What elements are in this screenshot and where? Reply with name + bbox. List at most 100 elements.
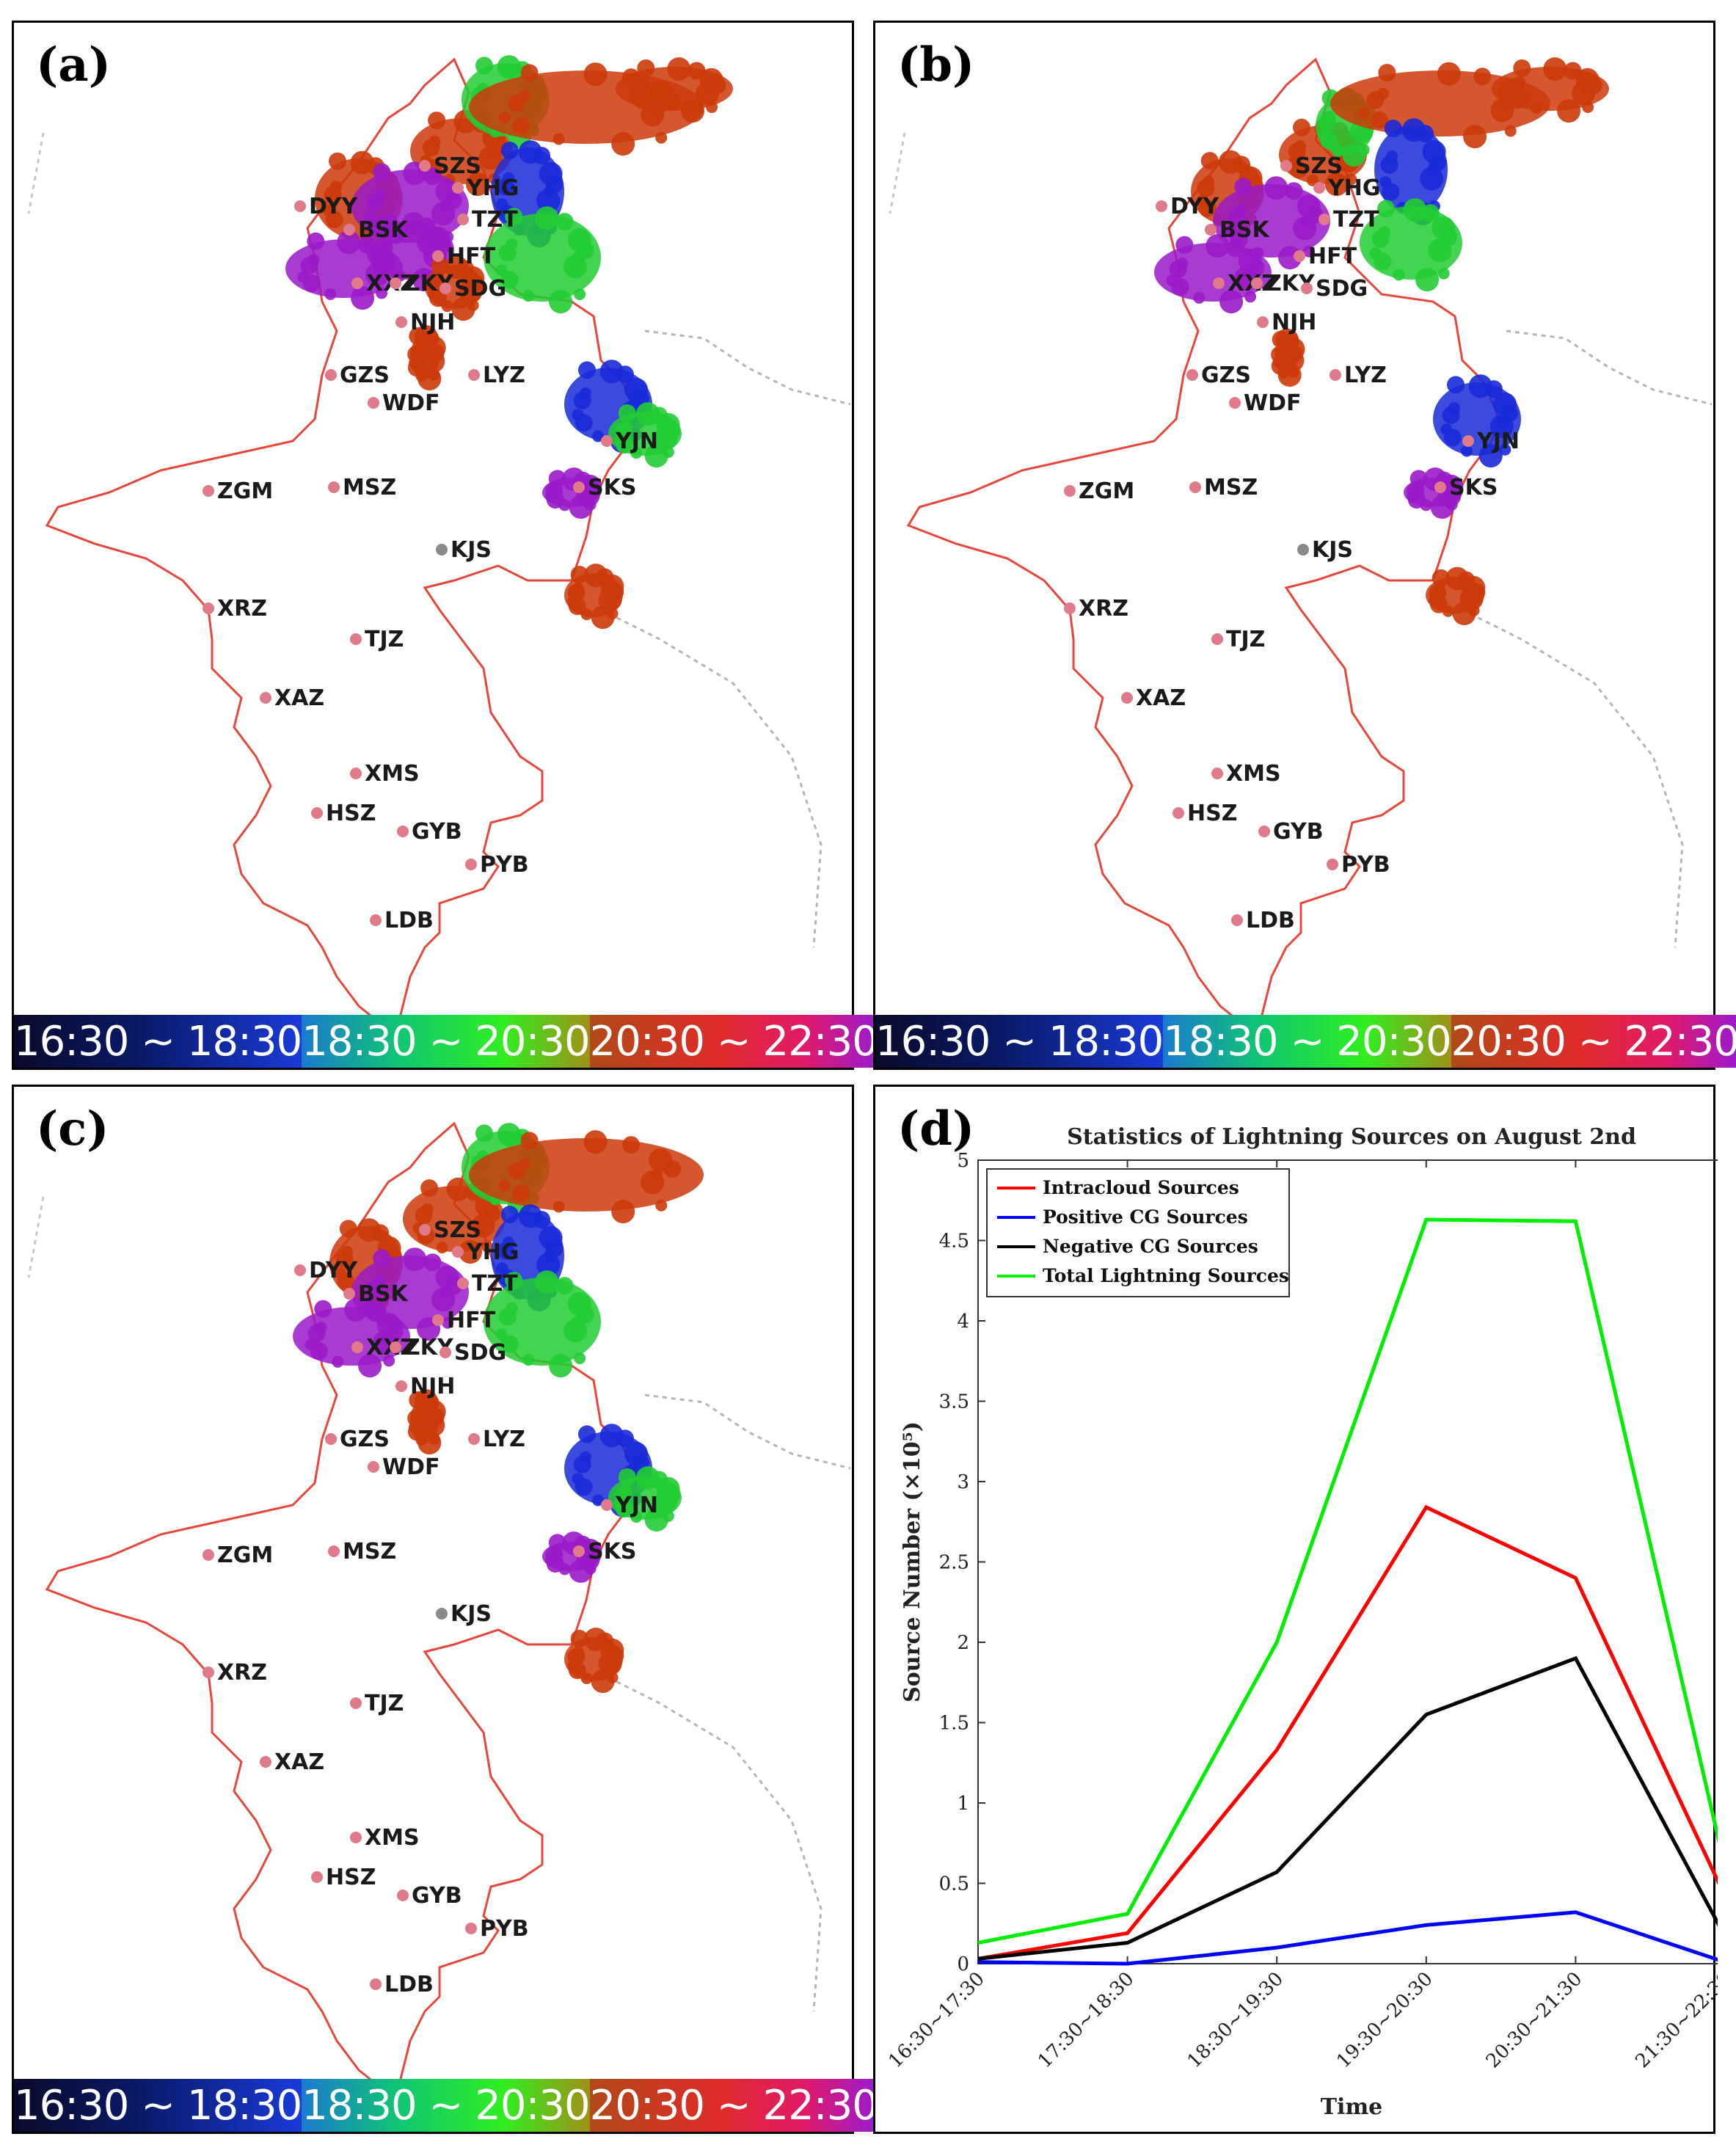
y-tick-label: 1 xyxy=(957,1793,969,1815)
station-label: LYZ xyxy=(483,1427,525,1452)
station-tjz: TJZ xyxy=(1211,627,1265,652)
station-label: LYZ xyxy=(483,363,525,388)
station-label: HFT xyxy=(1308,244,1357,269)
panel-d-label: (d) xyxy=(897,1101,975,1156)
station-label: TZT xyxy=(472,207,518,233)
station-label: DYY xyxy=(1170,194,1219,219)
colorbar-seg-3: 20:30 ~ 22:30 xyxy=(589,1015,878,1068)
station-hsz: HSZ xyxy=(311,1865,376,1890)
station-xaz: XAZ xyxy=(1121,685,1186,711)
station-gyb: GYB xyxy=(1258,819,1324,845)
station-label: BSK xyxy=(358,217,409,243)
chart-title: Statistics of Lightning Sources on Augus… xyxy=(1067,1124,1636,1150)
lightning-cluster xyxy=(608,1466,682,1532)
neighbour-boundary xyxy=(1462,608,1684,948)
station-xrz: XRZ xyxy=(1064,596,1128,622)
map-a: SZSYHGDYYBSKTZTHFTXXZZKYSDGNJHGZSLYZWDFY… xyxy=(27,55,851,1038)
station-hft: HFT xyxy=(1294,244,1357,269)
station-label: BSK xyxy=(358,1281,409,1307)
station-gzs: GZS xyxy=(325,363,390,388)
neighbour-boundary xyxy=(600,1672,823,2012)
station-label: SZS xyxy=(1295,153,1343,179)
station-label: WDF xyxy=(382,1454,440,1480)
station-ldb: LDB xyxy=(370,908,434,933)
station-label: HSZ xyxy=(1187,801,1237,826)
panel-a-label: (a) xyxy=(36,37,112,92)
station-label: LDB xyxy=(1246,908,1295,933)
station-label: XMS xyxy=(1226,761,1281,787)
station-label: HSZ xyxy=(326,1865,376,1890)
station-label: KJS xyxy=(451,537,492,563)
station-label: DYY xyxy=(309,194,358,219)
station-label: TJZ xyxy=(365,627,404,652)
y-tick-label: 1.5 xyxy=(939,1713,969,1735)
station-label: GZS xyxy=(340,363,390,388)
panel-c: SZSYHGDYYBSKTZTHFTXXZZKYSDGNJHGZSLYZWDFY… xyxy=(12,1085,878,2134)
station-msz: MSZ xyxy=(1189,475,1258,500)
time-colorbar-a: 16:30 ~ 18:30 18:30 ~ 20:30 20:30 ~ 22:3… xyxy=(14,1015,878,1068)
station-kjs: KJS xyxy=(1297,537,1353,563)
station-gyb: GYB xyxy=(397,1883,462,1909)
station-label: KJS xyxy=(1312,537,1353,563)
station-label: XMS xyxy=(365,761,420,787)
series-line-negative-cg-sources xyxy=(977,1655,1718,1961)
lightning-cluster xyxy=(1360,198,1462,292)
x-tick-label: 21:30~22:30 xyxy=(1631,1968,1718,2073)
panel-b: SZSYHGDYYBSKTZTHFTXXZZKYSDGNJHGZSLYZWDFY… xyxy=(873,21,1736,1070)
station-label: GZS xyxy=(340,1427,390,1452)
station-label: SDG xyxy=(454,1340,506,1366)
station-label: HFT xyxy=(447,244,496,269)
station-yjn: YJN xyxy=(601,1493,658,1518)
station-xaz: XAZ xyxy=(260,685,324,711)
panel-c-label: (c) xyxy=(36,1101,109,1156)
lightning-cluster xyxy=(484,1270,601,1378)
station-label: LDB xyxy=(384,908,434,933)
lightning-cluster xyxy=(407,1389,446,1455)
neighbour-boundary xyxy=(27,1196,45,1278)
lightning-cluster xyxy=(403,1177,506,1264)
station-label: SKS xyxy=(588,475,636,500)
time-colorbar-c: 16:30 ~ 18:30 18:30 ~ 20:30 20:30 ~ 22:3… xyxy=(14,2079,878,2132)
station-sks: SKS xyxy=(1434,475,1498,500)
station-label: MSZ xyxy=(343,475,396,500)
station-label: NJH xyxy=(410,310,455,335)
panel-d: Statistics of Lightning Sources on Augus… xyxy=(873,1085,1718,2134)
station-dyy: DYY xyxy=(294,194,358,219)
y-tick-label: 3.5 xyxy=(939,1391,969,1413)
station-szs: SZS xyxy=(419,153,481,179)
y-tick-label: 4.5 xyxy=(939,1231,969,1253)
station-wdf: WDF xyxy=(368,390,440,416)
lightning-cluster xyxy=(410,109,513,197)
station-tzt: TZT xyxy=(457,207,518,233)
y-tick-label: 4 xyxy=(957,1311,969,1333)
station-label: TZT xyxy=(1333,207,1379,233)
station-label: XAZ xyxy=(274,685,324,711)
station-wdf: WDF xyxy=(368,1454,440,1480)
lightning-cluster xyxy=(564,1628,624,1694)
legend-label: Negative CG Sources xyxy=(1043,1236,1258,1257)
station-pyb: PYB xyxy=(1327,852,1390,878)
station-zgm: ZGM xyxy=(203,478,273,504)
station-wdf: WDF xyxy=(1229,390,1302,416)
lightning-cluster xyxy=(1492,57,1609,123)
lightning-cluster xyxy=(1374,118,1448,226)
station-label: YHG xyxy=(466,175,519,201)
lightning-cluster xyxy=(564,564,624,630)
station-label: DYY xyxy=(309,1258,358,1283)
lightning-cluster xyxy=(293,1298,410,1378)
station-zgm: ZGM xyxy=(1064,478,1134,504)
station-tjz: TJZ xyxy=(350,627,404,652)
x-tick-label: 16:30~17:30 xyxy=(884,1968,989,2073)
colorbar-seg-1: 16:30 ~ 18:30 xyxy=(14,1015,302,1068)
station-hsz: HSZ xyxy=(311,801,376,826)
station-lyz: LYZ xyxy=(1330,363,1387,388)
station-label: NJH xyxy=(410,1374,455,1399)
station-label: SDG xyxy=(1316,276,1368,302)
station-label: TJZ xyxy=(365,1691,404,1716)
legend-label: Total Lightning Sources xyxy=(1043,1265,1289,1286)
x-tick-label: 19:30~20:30 xyxy=(1332,1968,1437,2073)
lightning-cluster xyxy=(1213,176,1330,270)
station-yjn: YJN xyxy=(1462,429,1520,454)
station-kjs: KJS xyxy=(436,537,492,563)
station-hft: HFT xyxy=(432,244,496,269)
